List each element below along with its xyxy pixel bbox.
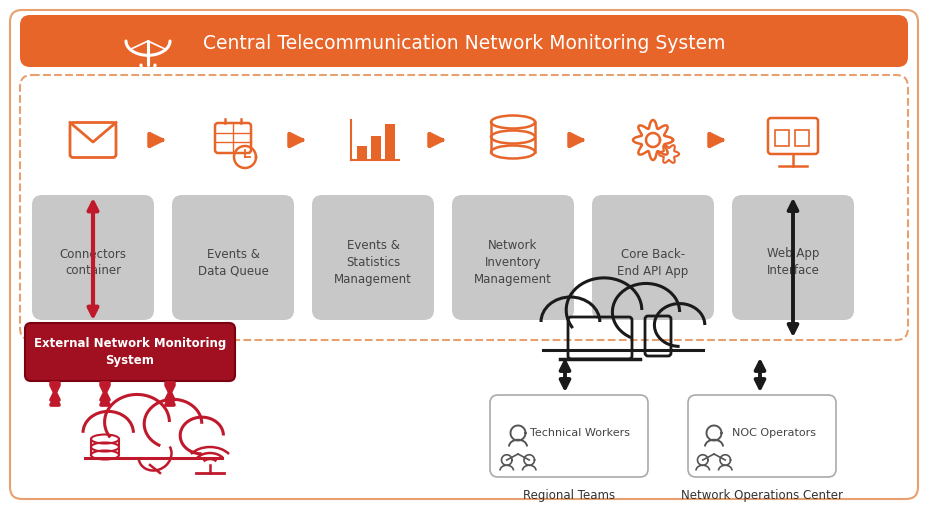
- Text: Network
Inventory
Management: Network Inventory Management: [474, 239, 552, 286]
- FancyBboxPatch shape: [731, 195, 853, 320]
- FancyBboxPatch shape: [32, 195, 154, 320]
- Text: NOC Operators: NOC Operators: [731, 428, 815, 438]
- Text: Central Telecommunication Network Monitoring System: Central Telecommunication Network Monito…: [202, 34, 725, 52]
- FancyBboxPatch shape: [20, 15, 907, 67]
- Bar: [385, 124, 395, 160]
- FancyBboxPatch shape: [311, 195, 434, 320]
- FancyBboxPatch shape: [591, 195, 713, 320]
- FancyBboxPatch shape: [171, 195, 294, 320]
- Text: Technical Workers: Technical Workers: [529, 428, 629, 438]
- Text: Regional Teams: Regional Teams: [523, 489, 615, 501]
- Bar: [357, 146, 366, 160]
- FancyBboxPatch shape: [489, 395, 647, 477]
- FancyBboxPatch shape: [451, 195, 574, 320]
- Bar: [774, 130, 788, 146]
- Text: Network Operations Center: Network Operations Center: [680, 489, 842, 501]
- Text: Events &
Statistics
Management: Events & Statistics Management: [334, 239, 412, 286]
- Text: Core Back-
End API App: Core Back- End API App: [616, 247, 688, 277]
- Bar: [794, 130, 808, 146]
- Text: Events &
Data Queue: Events & Data Queue: [197, 247, 268, 277]
- FancyBboxPatch shape: [687, 395, 835, 477]
- Text: Connectors
container: Connectors container: [59, 247, 126, 277]
- FancyBboxPatch shape: [25, 323, 235, 381]
- Bar: [371, 136, 381, 160]
- Text: External Network Monitoring
System: External Network Monitoring System: [34, 337, 226, 367]
- Text: Web App
Interface: Web App Interface: [766, 247, 819, 277]
- FancyBboxPatch shape: [10, 10, 917, 499]
